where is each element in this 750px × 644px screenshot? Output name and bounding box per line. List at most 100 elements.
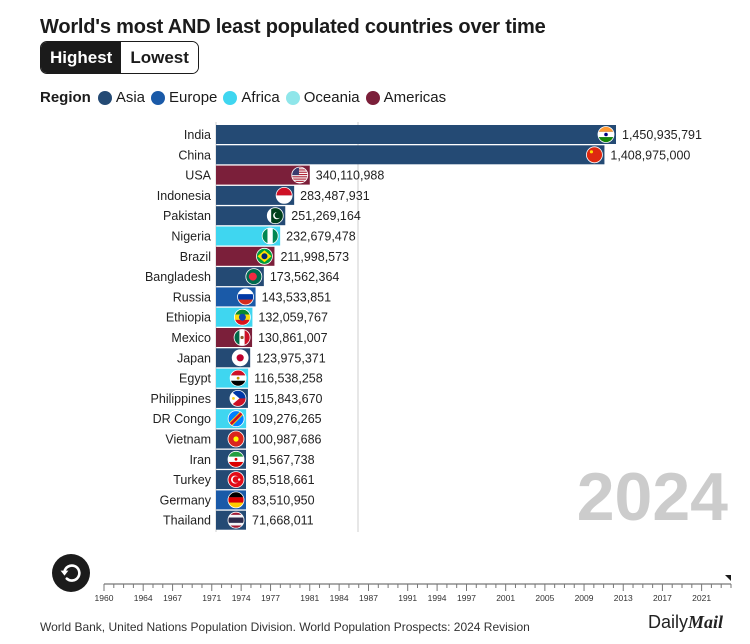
timeline-tick-label: 2005 <box>535 593 554 603</box>
timeline-tick-label: 1977 <box>261 593 280 603</box>
country-label-egypt: Egypt <box>179 372 211 386</box>
value-label-japan: 123,975,371 <box>256 351 326 365</box>
legend-swatch <box>285 90 300 105</box>
legend-label: Oceania <box>303 89 360 106</box>
legend-item-asia: Asia <box>97 89 146 106</box>
country-label-pakistan: Pakistan <box>163 209 211 223</box>
country-label-india: India <box>184 128 211 142</box>
value-label-mexico: 130,861,007 <box>258 331 328 345</box>
timeline-tick-label: 1987 <box>359 593 378 603</box>
ethiopia-flag-icon <box>234 308 251 326</box>
thailand-flag-icon <box>227 511 245 529</box>
bangladesh-flag-icon <box>245 268 263 286</box>
country-label-japan: Japan <box>177 351 211 365</box>
russia-flag-icon <box>237 288 254 306</box>
logo-daily: Daily <box>648 612 689 632</box>
daily-mail-logo: DailyMail <box>648 612 723 633</box>
country-label-usa: USA <box>185 169 211 183</box>
country-label-dr-congo: DR Congo <box>153 412 211 426</box>
timeline-handle[interactable] <box>725 575 731 581</box>
current-year-label: 2024 <box>577 459 728 535</box>
timeline-tick-label: 1964 <box>134 593 153 603</box>
country-label-philippines: Philippines <box>151 392 211 406</box>
source-note: World Bank, United Nations Population Di… <box>40 620 530 634</box>
ranking-toggle: Highest Lowest <box>40 41 199 74</box>
value-label-dr-congo: 109,276,265 <box>252 412 322 426</box>
timeline-tick-label: 2001 <box>496 593 515 603</box>
country-label-indonesia: Indonesia <box>157 189 211 203</box>
timeline-tick-label: 2013 <box>614 593 633 603</box>
country-label-nigeria: Nigeria <box>171 230 211 244</box>
bar-usa <box>216 165 310 185</box>
indonesia-flag-icon <box>275 186 293 204</box>
country-label-thailand: Thailand <box>163 514 211 528</box>
bar-india <box>216 125 616 144</box>
legend-swatch <box>97 90 112 105</box>
mexico-flag-icon <box>233 329 251 346</box>
value-label-usa: 340,110,988 <box>316 169 385 183</box>
pakistan-flag-icon <box>266 207 284 225</box>
logo-mail: Mail <box>688 612 724 632</box>
legend-item-americas: Americas <box>365 89 447 106</box>
timeline-tick-label: 2021 <box>692 593 711 603</box>
germany-flag-icon <box>227 491 245 509</box>
legend-swatch <box>223 90 238 105</box>
value-label-india: 1,450,935,791 <box>622 128 702 142</box>
timeline-tick-label: 2009 <box>575 593 594 603</box>
timeline-tick-label: 2017 <box>653 593 672 603</box>
value-label-bangladesh: 173,562,364 <box>270 270 340 284</box>
usa-flag-icon <box>291 166 309 184</box>
legend-swatch <box>365 90 380 105</box>
bar-indonesia <box>216 185 295 205</box>
lowest-button[interactable]: Lowest <box>121 42 198 73</box>
legend-title: Region <box>40 89 91 106</box>
legend-label: Asia <box>115 89 146 106</box>
value-label-pakistan: 251,269,164 <box>291 209 361 223</box>
value-label-egypt: 116,538,258 <box>254 372 323 386</box>
value-label-nigeria: 232,679,478 <box>286 230 356 244</box>
timeline-tick-label: 1984 <box>330 593 349 603</box>
country-label-bangladesh: Bangladesh <box>145 270 211 284</box>
legend-item-africa: Africa <box>223 89 280 106</box>
turkey-flag-icon <box>227 471 245 489</box>
value-label-brazil: 211,998,573 <box>280 250 349 264</box>
timeline-tick-label: 1981 <box>300 593 319 603</box>
country-label-germany: Germany <box>160 493 212 507</box>
iran-flag-icon <box>227 450 245 468</box>
legend-label: Africa <box>241 89 280 106</box>
legend-item-oceania: Oceania <box>285 89 360 106</box>
bar-china <box>216 145 605 165</box>
timeline-tick-label: 1960 <box>95 593 114 603</box>
timeline-tick-label: 1974 <box>232 593 251 603</box>
brazil-flag-icon <box>256 247 273 265</box>
highest-button[interactable]: Highest <box>41 42 122 73</box>
value-label-vietnam: 100,987,686 <box>252 433 322 447</box>
legend-label: Americas <box>383 89 447 106</box>
nigeria-flag-icon <box>261 227 279 245</box>
value-label-china: 1,408,975,000 <box>610 148 690 162</box>
value-label-turkey: 85,518,661 <box>252 473 315 487</box>
country-label-china: China <box>178 148 211 162</box>
timeline-tick-label: 1994 <box>428 593 447 603</box>
india-flag-icon <box>597 126 615 143</box>
philippines-flag-icon <box>229 389 247 407</box>
legend-swatch <box>151 90 166 105</box>
country-label-brazil: Brazil <box>180 250 211 264</box>
value-label-germany: 83,510,950 <box>252 493 315 507</box>
vietnam-flag-icon <box>227 430 245 448</box>
replay-icon <box>60 564 81 582</box>
value-label-ethiopia: 132,059,767 <box>258 311 328 325</box>
country-label-ethiopia: Ethiopia <box>166 311 211 325</box>
dr-congo-flag-icon <box>227 410 245 428</box>
timeline-tick-label: 1991 <box>398 593 417 603</box>
chart-title: World's most AND least populated countri… <box>40 16 546 38</box>
value-label-russia: 143,533,851 <box>262 290 332 304</box>
country-label-russia: Russia <box>173 290 211 304</box>
country-label-vietnam: Vietnam <box>165 433 211 447</box>
timeline-tick-label: 1997 <box>457 593 476 603</box>
value-label-indonesia: 283,487,931 <box>300 189 370 203</box>
replay-button[interactable] <box>52 554 90 592</box>
japan-flag-icon <box>231 349 249 367</box>
value-label-philippines: 115,843,670 <box>254 392 323 406</box>
